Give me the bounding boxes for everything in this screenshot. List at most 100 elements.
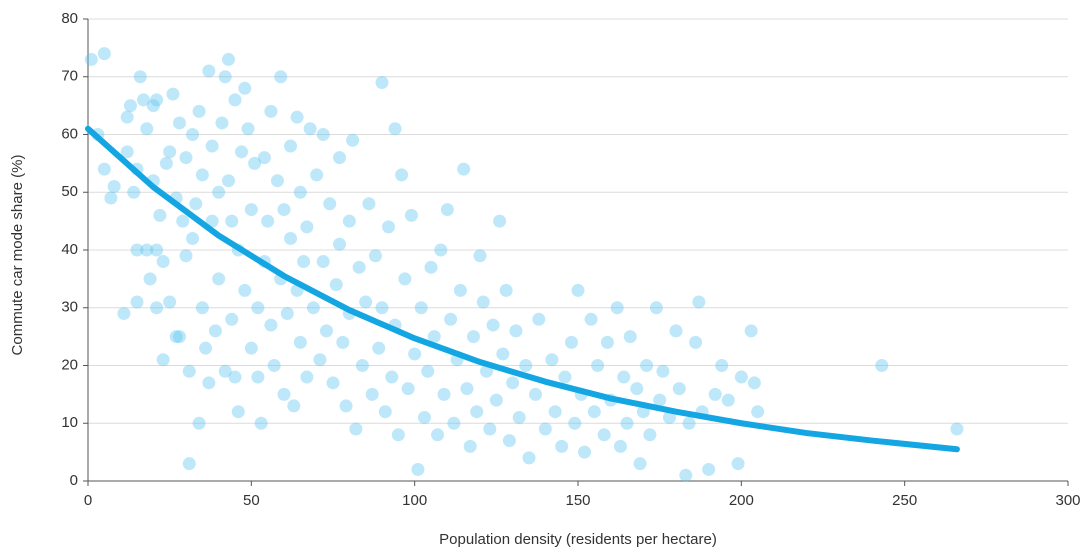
scatter-point <box>150 93 164 107</box>
scatter-point <box>143 272 157 286</box>
scatter-point <box>140 243 154 257</box>
scatter-point <box>715 359 729 372</box>
scatter-point <box>290 110 304 124</box>
scatter-point <box>336 335 350 349</box>
scatter-point <box>333 151 347 165</box>
scatter-point <box>417 410 431 424</box>
scatter-point <box>257 151 271 165</box>
scatter-point <box>744 324 758 338</box>
scatter-point <box>192 416 206 430</box>
scatter-point <box>303 122 317 136</box>
scatter-point <box>506 376 520 390</box>
scatter-point <box>270 174 284 188</box>
scatter-point <box>584 312 598 326</box>
scatter-point <box>457 162 471 176</box>
scatter-point <box>483 422 497 436</box>
scatter-point <box>653 393 667 407</box>
scatter-point <box>146 99 160 113</box>
scatter-point <box>630 382 644 396</box>
scatter-point <box>107 179 121 193</box>
scatter-point <box>208 324 222 338</box>
scatter-point <box>548 405 562 419</box>
scatter-point <box>408 347 422 361</box>
scatter-point <box>751 405 765 419</box>
y-tick-label: 40 <box>61 241 78 258</box>
y-tick-label: 80 <box>61 10 78 27</box>
scatter-point <box>656 364 670 378</box>
scatter-point <box>166 87 180 101</box>
scatter-point <box>238 81 252 95</box>
x-tick-label: 0 <box>84 492 92 509</box>
scatter-point <box>555 439 569 453</box>
scatter-point <box>202 64 216 78</box>
scatter-point <box>499 283 513 297</box>
scatter-point <box>130 295 144 309</box>
scatter-point <box>421 364 435 378</box>
scatter-point <box>186 128 200 141</box>
scatter-point <box>277 203 291 217</box>
scatter-point <box>437 387 451 401</box>
scatter-point <box>522 451 536 465</box>
scatter-point <box>120 110 134 124</box>
scatter-point <box>395 168 409 182</box>
scatter-point <box>734 370 748 384</box>
scatter-point <box>306 301 320 315</box>
scatter-point <box>571 283 585 297</box>
scatter-point <box>225 312 239 326</box>
x-tick-label: 100 <box>402 492 427 509</box>
scatter-point <box>460 382 474 396</box>
scatter-point <box>643 428 657 442</box>
y-tick-label: 50 <box>61 183 78 200</box>
scatter-point <box>702 462 716 476</box>
scatter-point <box>156 353 170 367</box>
scatter-point <box>172 330 186 344</box>
y-tick-label: 0 <box>70 472 78 489</box>
scatter-point <box>84 52 98 66</box>
scatter-point <box>313 353 327 367</box>
scatter-point <box>633 457 647 471</box>
scatter-point <box>640 359 654 372</box>
scatter-point <box>355 359 369 372</box>
scatter-point <box>349 422 363 436</box>
scatter-point <box>427 330 441 344</box>
scatter-point <box>466 330 480 344</box>
scatter-point <box>509 324 523 338</box>
y-tick-label: 30 <box>61 299 78 316</box>
scatter-point <box>287 399 301 413</box>
scatter-point <box>372 341 386 355</box>
scatter-point <box>623 330 637 344</box>
scatter-point <box>679 468 693 482</box>
scatter-point <box>323 197 337 211</box>
scatter-point <box>284 139 298 153</box>
scatter-point <box>212 185 226 199</box>
y-tick-label: 20 <box>61 356 78 373</box>
scatter-point <box>205 139 219 153</box>
scatter-point <box>496 347 510 361</box>
scatter-point <box>254 416 268 430</box>
scatter-point <box>613 439 627 453</box>
y-tick-label: 60 <box>61 125 78 142</box>
scatter-point <box>316 128 330 141</box>
scatter-point <box>176 214 190 228</box>
scatter-point <box>182 364 196 378</box>
scatter-point <box>221 174 235 188</box>
scatter-point <box>447 416 461 430</box>
scatter-point <box>251 301 265 315</box>
scatter-point <box>342 214 356 228</box>
scatter-point <box>267 359 281 372</box>
scatter-point <box>123 99 137 113</box>
y-tick-label: 70 <box>61 68 78 85</box>
scatter-point <box>411 462 425 476</box>
scatter-point <box>329 278 343 292</box>
scatter-point <box>310 168 324 182</box>
y-axis-label: Commute car mode share (%) <box>9 155 26 356</box>
scatter-point <box>284 231 298 245</box>
scatter-point <box>444 312 458 326</box>
x-tick-label: 50 <box>243 492 260 509</box>
scatter-point <box>186 231 200 245</box>
scatter-point <box>493 214 507 228</box>
scatter-point <box>205 214 219 228</box>
scatter-point <box>391 428 405 442</box>
scatter-point <box>950 422 964 436</box>
scatter-point <box>316 255 330 269</box>
